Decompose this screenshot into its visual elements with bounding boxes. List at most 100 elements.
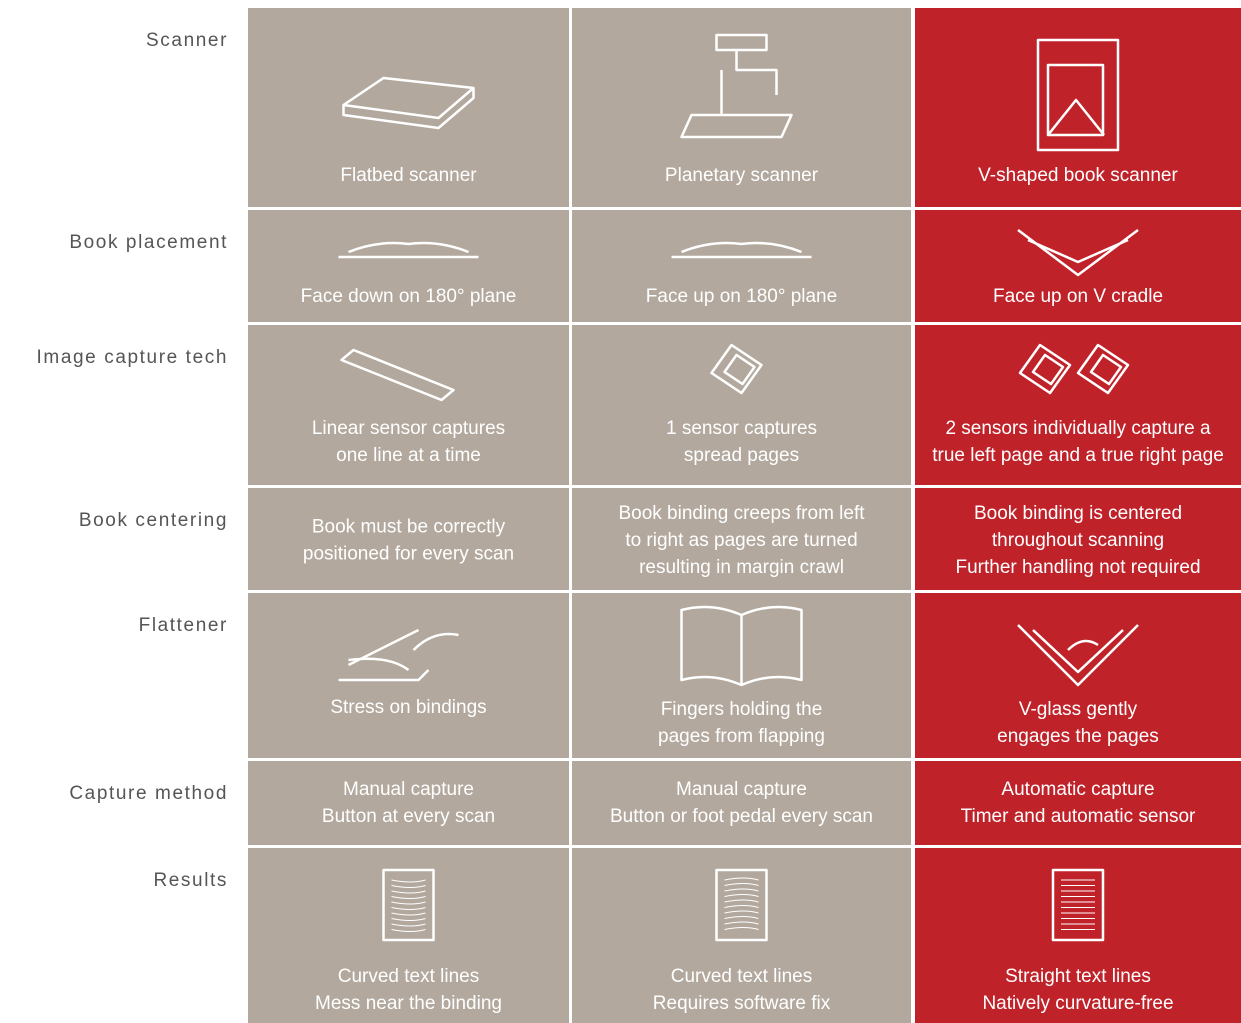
cell-text: Flatbed scanner [340,165,477,186]
cell-text: Curved text lines [671,966,813,987]
row-label: Image capture tech [37,347,228,368]
icon-part [724,894,759,897]
cell-text: Requires software fix [653,993,831,1014]
icon-part [1051,868,1105,942]
icon [1018,343,1130,395]
cell [248,8,569,207]
cell-text: spread pages [684,445,799,466]
cell-text: 1 sensor captures [666,418,817,439]
cell-text: to right as pages are turned [625,530,857,551]
cell-text: Button at every scan [322,806,495,827]
cell [915,210,1241,322]
icon [710,343,763,395]
cell [572,210,911,322]
cell-text: true left page and a true right page [932,445,1224,466]
icon [671,241,812,259]
cell [915,848,1241,1023]
cell-text: Straight text lines [1005,966,1151,987]
cell-text: Manual capture [676,779,807,800]
cell-text: resulting in margin crawl [639,557,844,578]
icon [338,628,459,682]
icon-part [1017,624,1139,687]
cell-text: one line at a time [336,445,481,466]
cell-text: engages the pages [997,726,1159,747]
icon-part [340,348,455,402]
cell-text: Face up on 180° plane [646,286,837,307]
icon [1017,624,1139,687]
cell [915,325,1241,485]
cell [915,761,1241,845]
cell-text: throughout scanning [992,530,1164,551]
icon-part [391,918,426,921]
cell-text: Mess near the binding [315,993,502,1014]
cell [915,593,1241,758]
icon-part [391,901,426,905]
row-label: Flattener [139,615,228,636]
icon-part [724,899,759,903]
cell [572,8,911,207]
cell-text: Button or foot pedal every scan [610,806,873,827]
cell-text: Fingers holding the [661,699,823,720]
cell-text: Manual capture [343,779,474,800]
icon-part [680,605,803,687]
cell [915,488,1241,590]
cell [248,761,569,845]
cell [572,761,911,845]
row-label: Book placement [69,232,228,253]
cell-text: 2 sensors individually capture a [945,418,1211,439]
icon-part [391,907,426,910]
icon-part [1017,229,1139,277]
row-label: Scanner [146,30,228,51]
cell [572,488,911,590]
cell-text: V-shaped book scanner [978,165,1178,186]
icon-part [724,888,759,892]
cell [248,593,569,758]
cell [572,848,911,1023]
icon-part [391,879,426,883]
icon-part [382,868,435,942]
cell-text: Natively curvature-free [982,993,1173,1014]
cell-text: pages from flapping [658,726,825,747]
icon [680,605,803,687]
cell [248,210,569,322]
icon [342,76,475,130]
icon-part [391,929,426,932]
icon-part [338,241,479,259]
cell-text: Curved text lines [338,966,480,987]
icon [715,868,768,942]
icon-part [710,343,763,395]
icon-part [338,628,459,682]
icon [1036,38,1120,152]
icon-part [680,33,793,139]
icon [1051,868,1105,942]
cell-text: Stress on bindings [330,697,486,718]
icon [680,33,793,139]
icon-part [391,923,426,927]
cell-text: Book binding creeps from left [618,503,865,524]
row-label: Capture method [69,783,228,804]
icon-part [391,896,426,899]
icon-part [724,910,759,914]
icon [1017,229,1139,277]
icon-part [1018,343,1072,395]
icon-part [1076,343,1130,395]
cell-text: Face up on V cradle [993,286,1163,307]
icon [340,348,455,402]
cell-text: Book must be correctly [312,517,506,538]
icon-part [391,885,426,888]
cell-text: positioned for every scan [303,544,514,565]
cell-text: Book binding is centered [974,503,1182,524]
icon [382,868,435,942]
icon-part [671,241,812,259]
cell-text: Automatic capture [1001,779,1154,800]
icon-part [724,905,759,908]
cell [248,848,569,1023]
cell-text: Planetary scanner [665,165,819,186]
icon-part [1036,38,1120,152]
row-label: Book centering [79,510,228,531]
icon-part [724,921,759,925]
icon-part [391,912,426,916]
icon-part [342,76,475,130]
row-label: Results [153,870,228,891]
cell-text: Timer and automatic sensor [961,806,1196,827]
